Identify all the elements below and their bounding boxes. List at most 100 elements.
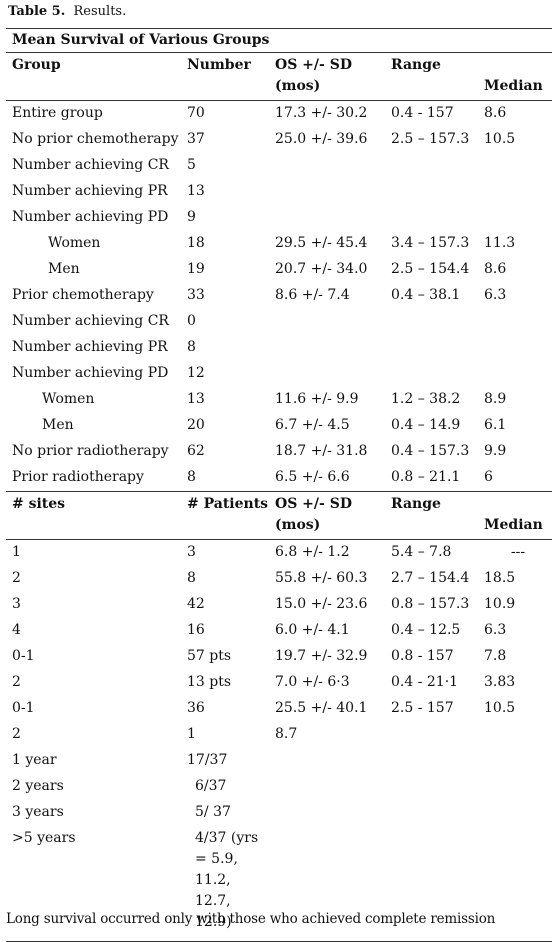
data-row: Number achieving PD 9 (6, 205, 552, 231)
cell: 13 pts (187, 674, 232, 690)
cell: 8 (187, 570, 196, 586)
column-header: # sites (6, 491, 181, 540)
data-row: Men 19 20.7 +/- 34.0 2.5 – 154.4 8.6 (6, 257, 552, 283)
cell: 20.7 +/- 34.0 (275, 261, 368, 277)
cell: Number achieving PR (12, 339, 168, 355)
cell: 8.6 (484, 261, 507, 277)
cell (385, 205, 478, 231)
cell: 2.7 – 154.4 (391, 570, 470, 586)
cell: Prior radiotherapy (12, 469, 144, 485)
cell: 25.0 +/- 39.6 (275, 131, 368, 147)
cell (478, 748, 552, 774)
cell: Number achieving PD (12, 365, 169, 381)
cell: 13 (187, 391, 205, 407)
cell: 37 (187, 131, 205, 147)
cell: 8.6 +/- 7.4 (275, 287, 350, 303)
cell: 6.3 (484, 287, 507, 303)
cell (478, 722, 552, 748)
cell: 11.3 (484, 235, 516, 251)
cell (269, 748, 385, 774)
cell: 6.7 +/- 4.5 (275, 417, 350, 433)
cell: 1.2 – 38.2 (391, 391, 461, 407)
cell: 8.6 (484, 105, 507, 121)
data-row: 4 16 6.0 +/- 4.1 0.4 – 12.5 6.3 (6, 618, 552, 644)
data-row: 1 year 17/37 (6, 748, 552, 774)
cell: 6.5 +/- 6.6 (275, 469, 350, 485)
cell: 18.7 +/- 31.8 (275, 443, 368, 459)
cell: 0.4 – 14.9 (391, 417, 461, 433)
cell: Number achieving CR (12, 313, 169, 329)
cell: 36 (187, 700, 205, 716)
column-header: OS +/- SD (mos) (269, 52, 385, 101)
data-row: Number achieving PD 12 (6, 361, 552, 387)
cell: >5 years (6, 826, 181, 942)
cell: No prior chemotherapy (12, 131, 179, 147)
cell: 6.3 (484, 622, 507, 638)
cell: 6.8 +/- 1.2 (275, 544, 350, 560)
column-header: Number (181, 52, 269, 101)
data-row: No prior chemotherapy 37 25.0 +/- 39.6 2.5 … (6, 127, 552, 153)
cell: 11.6 +/- 9.9 (275, 391, 359, 407)
cell: 1 year (12, 752, 57, 768)
footnote: Long survival occurred only with those w… (6, 911, 496, 927)
cell: 6 (484, 469, 493, 485)
data-row: >5 years 4/37 (yrs = 5.9, 11.2, 12.7, 12.… (6, 826, 553, 942)
data-row: Men 20 6.7 +/- 4.5 0.4 – 14.9 6.1 (6, 413, 552, 439)
cell: 0.4 – 38.1 (391, 287, 461, 303)
cell (385, 335, 478, 361)
data-row: 3 years 5/ 37 (6, 800, 552, 826)
cell: 3 (187, 544, 196, 560)
column-header: Median (478, 491, 553, 540)
cell: 10.5 (484, 700, 516, 716)
cell: 13 (187, 183, 205, 199)
cell: --- (510, 544, 526, 560)
cell: 19 (187, 261, 205, 277)
cell (269, 800, 385, 826)
cell: 7.8 (484, 648, 507, 664)
cell: 2 years (12, 778, 64, 794)
cell (385, 722, 478, 748)
cell: 5 (187, 157, 196, 173)
cell: 2.5 – 154.4 (391, 261, 470, 277)
cell (269, 826, 385, 942)
cell: 8 (187, 339, 196, 355)
column-header: # Patients (181, 491, 269, 540)
cell (478, 153, 552, 179)
cell: 25.5 +/- 40.1 (275, 700, 368, 716)
cell (385, 361, 478, 387)
cell: 10.9 (484, 596, 516, 612)
cell: 0.4 - 157 (391, 105, 454, 121)
cell: 17.3 +/- 30.2 (275, 105, 368, 121)
cell: 16 (187, 622, 205, 638)
data-row: 1 3 6.8 +/- 1.2 5.4 – 7.8 --- (6, 540, 552, 567)
cell: 6.1 (484, 417, 507, 433)
data-row: 2 8 55.8 +/- 60.3 2.7 – 154.4 18.5 (6, 566, 552, 592)
cell: 57 pts (187, 648, 232, 664)
cell: 6/37 (195, 778, 227, 794)
cell: 1 (187, 726, 196, 742)
cell (478, 800, 552, 826)
header-row: # sites # Patients OS +/- SD (mos) Range Med… (6, 491, 553, 540)
cell (478, 826, 553, 942)
data-row: 2 years 6/37 (6, 774, 552, 800)
cell: Number achieving PR (12, 183, 168, 199)
cell: 7.0 +/- 6·3 (275, 674, 350, 690)
cell: 55.8 +/- 60.3 (275, 570, 368, 586)
cell (269, 774, 385, 800)
data-row: Entire group 70 17.3 +/- 30.2 0.4 - 157 8.6 (6, 101, 552, 128)
cell: 0.8 - 157 (391, 648, 454, 664)
data-row: Number achieving CR 5 (6, 153, 552, 179)
caption-text: Results. (73, 4, 127, 19)
cell: 9 (187, 209, 196, 225)
table-caption: Table 5. Results. (8, 4, 126, 19)
cell (478, 774, 552, 800)
cell: Men (42, 417, 74, 433)
cell: 15.0 +/- 23.6 (275, 596, 368, 612)
caption-label: Table 5. (8, 4, 66, 19)
cell (269, 335, 385, 361)
data-row: 2 13 pts 7.0 +/- 6·3 0.4 - 21·1 3.83 (6, 670, 552, 696)
cell: 0.4 – 157.3 (391, 443, 470, 459)
cell: 18 (187, 235, 205, 251)
column-header: OS +/- SD (mos) (269, 491, 385, 540)
